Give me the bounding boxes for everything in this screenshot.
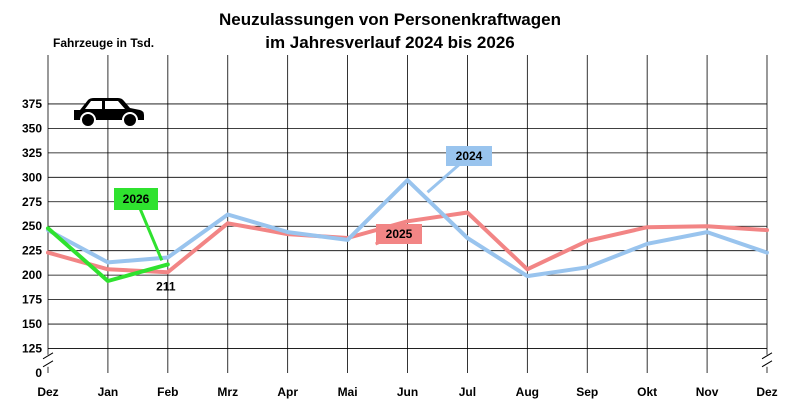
x-tick-label: Feb: [157, 385, 178, 399]
x-tick-label: Jan: [98, 385, 119, 399]
x-tick-label: Dez: [756, 385, 777, 399]
axis-break-gap: [43, 354, 53, 367]
x-tick-label: Sep: [576, 385, 598, 399]
label-2025-text: 2025: [386, 227, 413, 241]
x-tick-label: Apr: [277, 385, 298, 399]
y-tick-label: 275: [22, 195, 42, 209]
axis-break-mark: [761, 352, 773, 368]
x-tick-label: Mrz: [217, 385, 238, 399]
x-tick-label: Okt: [637, 385, 657, 399]
axis-break-mark: [42, 352, 54, 368]
label-2025-box: [376, 224, 422, 244]
y-axis-label: Fahrzeuge in Tsd.: [53, 36, 154, 50]
label-2026-text: 2026: [123, 192, 150, 206]
y-tick-label: 0: [35, 366, 42, 380]
y-tick-label: 250: [22, 219, 42, 233]
label-2024-text: 2024: [456, 149, 483, 163]
x-tick-label: Jun: [397, 385, 418, 399]
y-tick-label: 175: [22, 293, 42, 307]
y-tick-label: 350: [22, 121, 42, 135]
x-tick-label: Jul: [459, 385, 476, 399]
gridlines: [47, 55, 768, 373]
label-2024-box: [446, 146, 492, 166]
y-tick-label: 375: [22, 97, 42, 111]
label-2026-box: [114, 188, 158, 210]
y-tick-label: 150: [22, 317, 42, 331]
car-icon: [74, 98, 144, 128]
axes: 0 125 150 175 200 225 250 275 300 325 350 375 Dez Jan…: [22, 97, 778, 399]
series-line-2024: [46, 178, 769, 279]
x-tick-label: Dez: [37, 385, 58, 399]
chart-title-line2: im Jahresverlauf 2024 bis 2026: [265, 33, 515, 52]
value-label-2026-feb: 211: [156, 279, 176, 293]
series-line-2025: [46, 210, 769, 275]
axis-break-gap: [762, 354, 772, 367]
x-tick-label: Nov: [696, 385, 719, 399]
y-tick-label: 200: [22, 268, 42, 282]
series-lines: [46, 178, 769, 283]
x-tick-label: Mai: [338, 385, 358, 399]
series-line-2026: [46, 226, 170, 283]
y-tick-label: 300: [22, 170, 42, 184]
x-tick-label: Aug: [516, 385, 539, 399]
y-tick-label: 325: [22, 146, 42, 160]
series-labels: 2024 2025 2026 211: [114, 146, 492, 293]
chart-title-line1: Neuzulassungen von Personenkraftwagen: [219, 10, 561, 29]
y-tick-label: 125: [22, 342, 42, 356]
y-tick-label: 225: [22, 244, 42, 258]
